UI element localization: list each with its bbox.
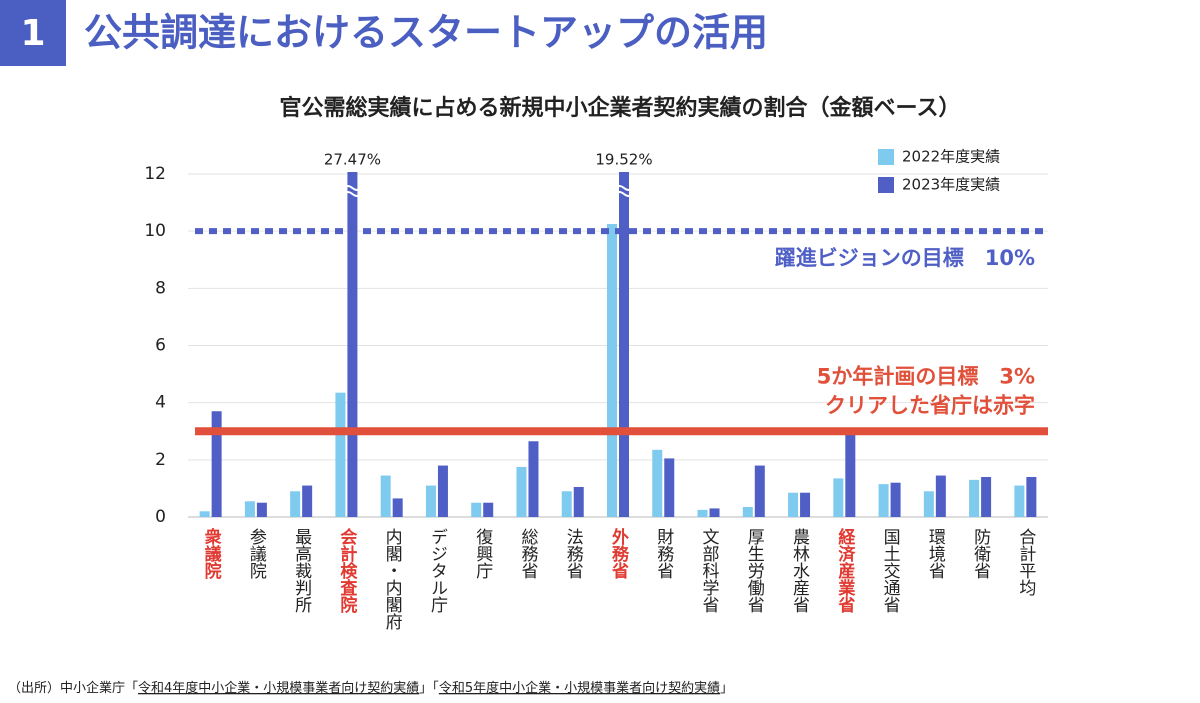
grid: 0 2 4 6 8 10 12 衆議院 参議院 最高裁判所 会計検査院 内閣・内閣府 デジタル庁 復興庁 総…: [144, 164, 1048, 631]
bar: [697, 509, 708, 517]
source-text: 」: [720, 681, 733, 696]
bar: [290, 491, 301, 517]
bar: [302, 485, 313, 517]
legend-swatch: [878, 149, 894, 165]
bar: [754, 465, 765, 517]
x-tick-label: 厚生労働省: [744, 528, 765, 613]
x-tick-label: 農林水産省: [789, 528, 810, 613]
bar: [1026, 476, 1037, 517]
axis-break: [614, 185, 634, 197]
x-tick-label: 総務省: [517, 528, 538, 579]
x-tick-label: 外務省: [608, 527, 630, 580]
bar: [347, 172, 358, 518]
bar: [878, 484, 889, 517]
legend-swatch: [878, 177, 894, 193]
x-tick-label: 合計平均: [1015, 528, 1036, 597]
bar: [619, 172, 629, 517]
bar: [528, 441, 539, 517]
bar: [425, 485, 436, 517]
y-tick-label: 10: [144, 221, 166, 241]
bar: [335, 392, 346, 517]
bar: [981, 476, 992, 517]
legend-label: 2023年度実績: [902, 176, 1000, 194]
y-tick-label: 12: [144, 164, 166, 184]
bar: [845, 431, 856, 517]
x-tick-label: 防衛省: [970, 528, 991, 579]
bar: [380, 475, 391, 517]
bar: [935, 475, 946, 517]
bar: [969, 479, 980, 517]
y-tick-label: 4: [155, 393, 166, 413]
bar: [199, 511, 210, 517]
y-tick-label: 8: [155, 278, 166, 298]
bar: [211, 411, 222, 517]
chart-title: 官公需総実績に占める新規中小企業者契約実績の割合（金額ベース）: [280, 95, 961, 121]
y-tick-label: 6: [155, 336, 166, 356]
bar: [652, 449, 663, 517]
reference-label: 躍進ビジョンの目標 10%: [775, 246, 1035, 270]
x-tick-label: 国土交通省: [880, 528, 901, 613]
x-tick-label: 内閣・内閣府: [382, 528, 403, 631]
value-label: 19.52%: [595, 151, 652, 169]
x-tick-label: 経済産業省: [834, 527, 856, 614]
bar: [923, 491, 934, 517]
bar: [244, 501, 255, 517]
x-tick-label: 最高裁判所: [291, 528, 312, 613]
bar: [788, 492, 799, 517]
x-tick-label: 法務省: [563, 528, 584, 579]
source-text: （出所）中小企業庁「: [8, 680, 138, 696]
source: （出所）中小企業庁「令和4年度中小企業・小規模事業者向け契約実績」「令和5年度中…: [8, 680, 733, 696]
annotation: クリアした省庁は赤字: [825, 393, 1035, 417]
bars: [199, 172, 1037, 518]
bar: [516, 466, 527, 517]
bar: [833, 478, 844, 517]
bar: [607, 224, 617, 518]
bar: [890, 482, 901, 517]
bar: [392, 498, 403, 517]
bar: [664, 458, 675, 517]
bar: [483, 502, 494, 517]
bar: [256, 502, 267, 517]
x-tick-label: デジタル庁: [427, 528, 448, 613]
y-tick-label: 0: [155, 507, 166, 527]
x-tick-label: 財務省: [653, 528, 674, 579]
x-tick-label: 参議院: [246, 528, 266, 579]
bar: [1014, 485, 1025, 517]
source-link[interactable]: 令和4年度中小企業・小規模事業者向け契約実績: [138, 680, 419, 696]
overlay: 27.47% 19.52% 躍進ビジョンの目標 10% 5か年計画の目標 3% クリアし…: [195, 148, 1048, 436]
x-tick-label: 衆議院: [201, 527, 222, 579]
bar: [709, 508, 720, 517]
header-badge: [0, 0, 66, 66]
value-label: 27.47%: [324, 151, 381, 169]
header-title: 公共調達におけるスタートアップの活用: [84, 11, 768, 55]
bar: [561, 491, 572, 517]
header-number: 1: [20, 13, 45, 54]
source-text: 」「: [419, 681, 439, 696]
bar: [471, 502, 482, 517]
x-tick-label: 会計検査院: [336, 527, 358, 613]
x-tick-label: 環境省: [925, 528, 946, 579]
bar: [742, 506, 753, 517]
y-tick-label: 2: [155, 450, 166, 470]
bar: [800, 492, 811, 517]
bar: [437, 465, 448, 517]
x-tick-label: 復興庁: [472, 528, 493, 579]
source-link[interactable]: 令和5年度中小企業・小規模事業者向け契約実績: [439, 680, 720, 696]
bar: [573, 486, 584, 517]
x-tick-label: 文部科学省: [699, 528, 720, 613]
legend-label: 2022年度実績: [902, 148, 1000, 166]
reference-label: 5か年計画の目標 3%: [817, 364, 1035, 388]
axis-break: [342, 185, 363, 197]
